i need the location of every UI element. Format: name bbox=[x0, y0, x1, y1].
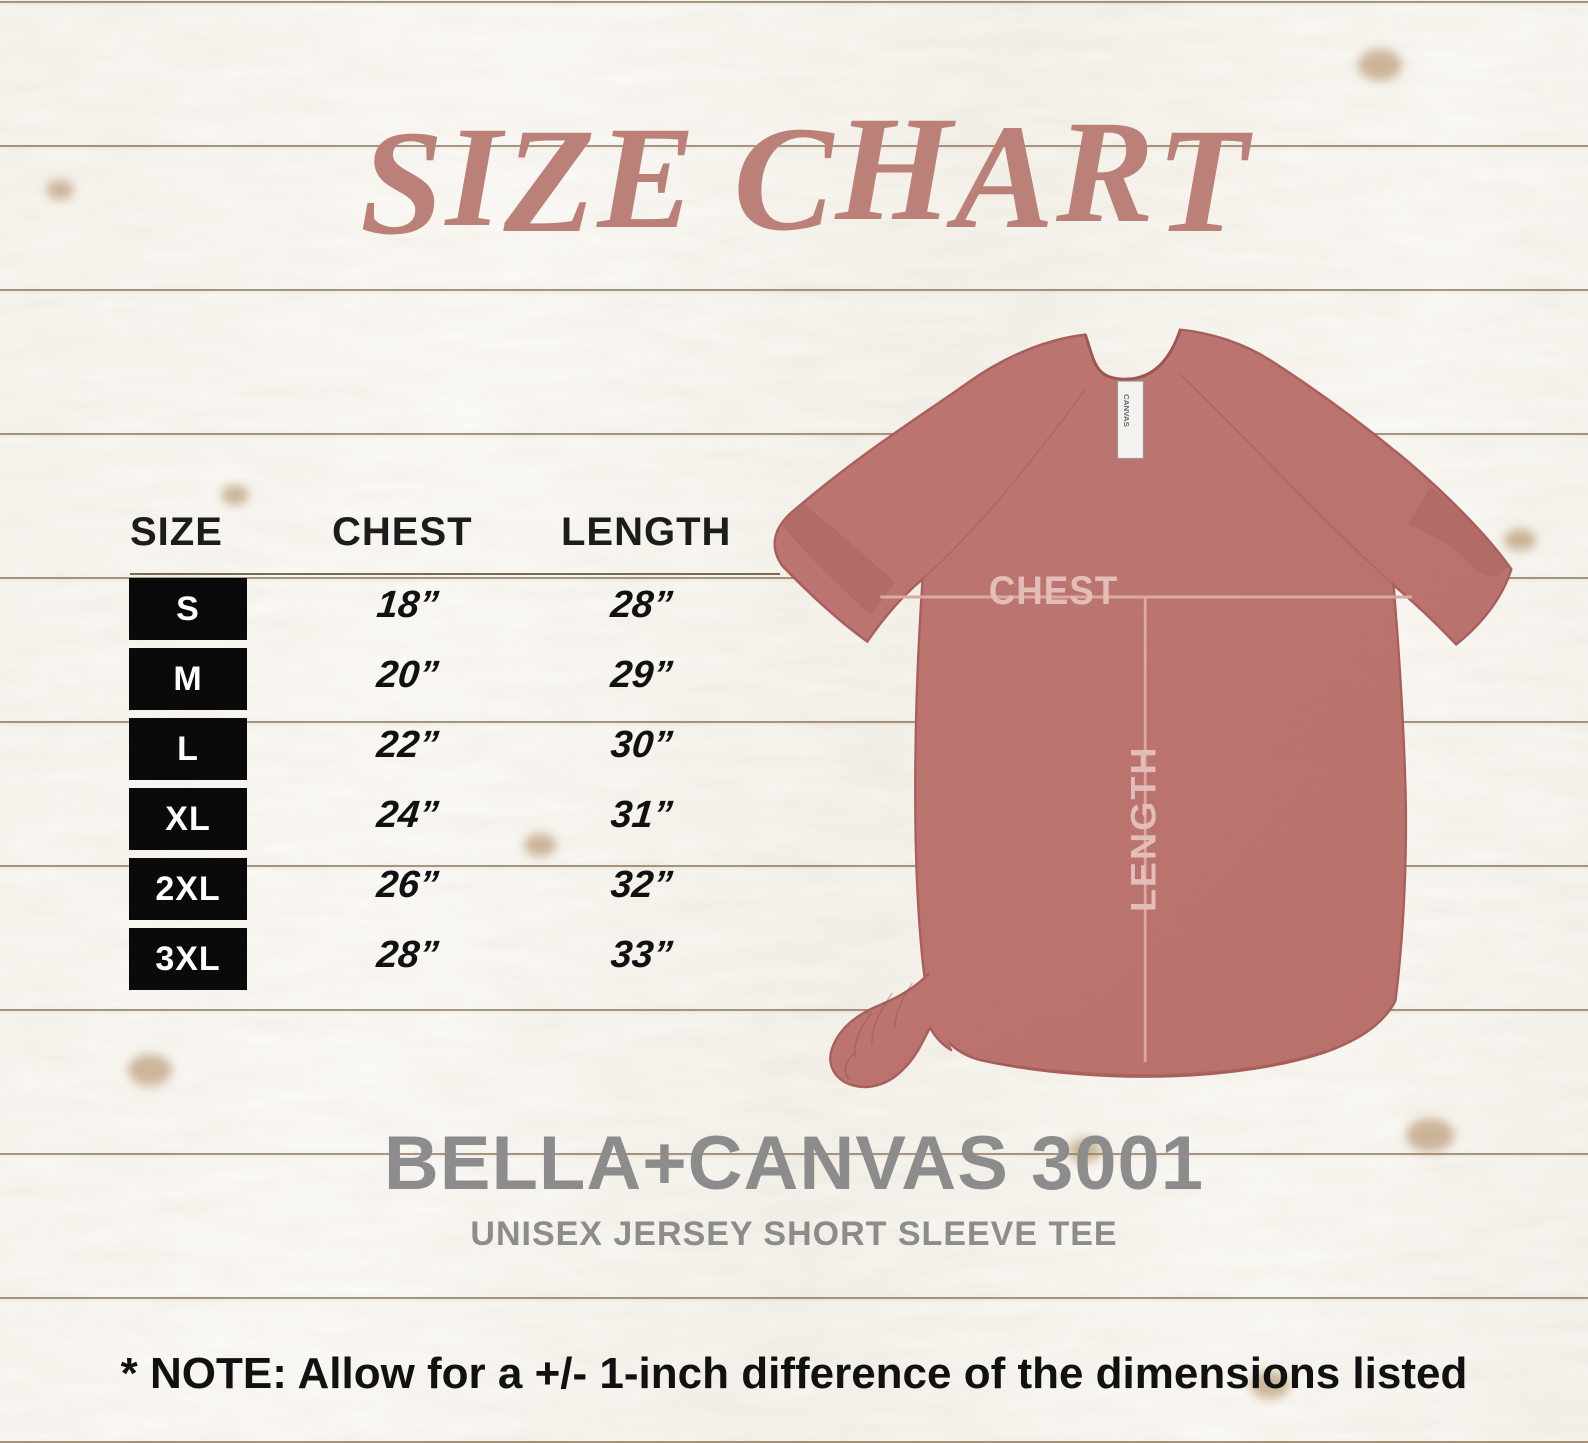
svg-text:SIZECHART: SIZE CHART bbox=[360, 86, 1253, 266]
